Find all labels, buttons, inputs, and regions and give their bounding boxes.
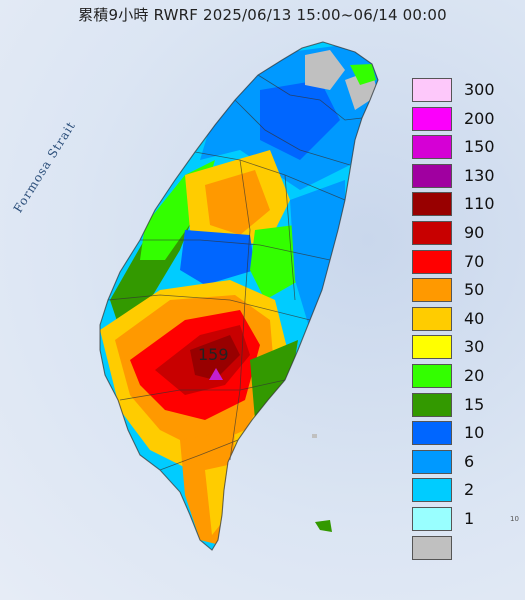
- legend-swatch: [412, 278, 452, 303]
- county-boundaries: [99, 41, 379, 551]
- map-title: 累積9小時 RWRF 2025/06/13 15:00~06/14 00:00: [78, 6, 447, 24]
- legend-label: 150: [464, 137, 495, 157]
- legend-swatch: [412, 249, 452, 274]
- legend-swatch: [412, 364, 452, 388]
- legend-swatch: [412, 221, 452, 245]
- legend-label: 110: [464, 194, 495, 214]
- legend-label: 2: [464, 480, 475, 500]
- rain-zone-orange-central: [205, 170, 270, 235]
- rain-zone-green-se: [250, 340, 298, 420]
- max-rainfall-value: 159: [198, 345, 229, 364]
- rain-zone-blue-mid: [180, 230, 255, 285]
- rain-zone-maroon-sw: [190, 335, 240, 380]
- legend-label: 130: [464, 165, 495, 185]
- legend-swatch: [412, 306, 452, 331]
- legend-label: 30: [464, 337, 485, 357]
- rain-zone-green-ne: [350, 64, 376, 85]
- rain-zone-green-mid: [250, 225, 300, 300]
- legend-label: 10: [464, 423, 485, 443]
- legend-label: 90: [464, 223, 485, 242]
- max-rainfall-marker-icon: [209, 368, 223, 380]
- legend-swatch: [412, 106, 452, 131]
- legend-label: 1: [464, 509, 475, 528]
- legend-label: 40: [464, 308, 485, 328]
- legend-label: 50: [464, 280, 485, 300]
- legend-swatch: [412, 392, 452, 417]
- legend-swatch: [412, 449, 452, 474]
- green-islet: [315, 520, 332, 532]
- legend-label: 20: [464, 366, 485, 385]
- legend-swatch: [412, 163, 452, 188]
- legend-label: 70: [464, 251, 485, 271]
- legend-swatch: [412, 535, 452, 560]
- legend-swatch: [412, 421, 452, 446]
- legend-swatch: [412, 507, 452, 531]
- corner-tick: 10: [510, 515, 519, 523]
- rain-zone-grey-ne: [305, 50, 345, 90]
- grey-islet: [312, 434, 317, 438]
- legend-label: 15: [464, 394, 485, 414]
- legend-label: 6: [464, 451, 475, 471]
- legend-swatch: [412, 335, 452, 360]
- legend-swatch: [412, 192, 452, 217]
- legend-swatch: [412, 478, 452, 503]
- legend-swatch: [412, 78, 452, 102]
- legend-label: 300: [464, 80, 495, 99]
- legend-swatch: [412, 135, 452, 160]
- legend-label: 200: [464, 108, 495, 128]
